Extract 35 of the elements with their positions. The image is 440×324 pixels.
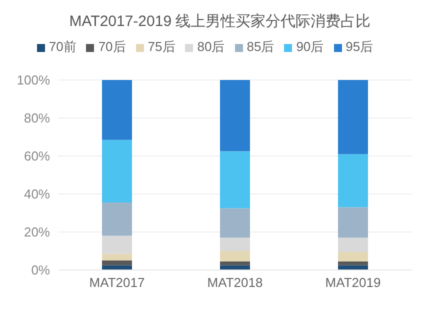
legend-label: 70前: [48, 39, 76, 54]
legend-label: 90后: [296, 39, 324, 54]
bar: [338, 154, 368, 208]
bar: [102, 260, 132, 266]
bar: [102, 80, 132, 140]
bar: [102, 236, 132, 254]
y-tick-label: 40%: [24, 186, 50, 202]
x-tick-label: MAT2019: [325, 275, 381, 290]
legend-label: 95后: [346, 39, 374, 54]
legend-label: 80后: [197, 39, 225, 54]
bar: [338, 261, 368, 266]
bar: [338, 252, 368, 262]
chart-title: MAT2017-2019 线上男性买家分代际消费占比: [68, 12, 372, 32]
legend-label: 70后: [98, 39, 126, 54]
bar: [102, 202, 132, 236]
bar: [220, 151, 250, 208]
bar: [220, 261, 250, 266]
bar: [338, 238, 368, 252]
y-tick-label: 80%: [24, 110, 50, 126]
bar: [220, 80, 250, 152]
x-tick-label: MAT2017: [89, 275, 145, 290]
bar: [102, 140, 132, 203]
bar: [220, 208, 250, 238]
bar: [102, 254, 132, 260]
legend-label: 85后: [246, 39, 274, 54]
bar: [338, 80, 368, 154]
bar: [220, 251, 250, 262]
legend-label: 75后: [148, 39, 176, 54]
y-tick-label: 60%: [24, 148, 50, 164]
bar: [338, 207, 368, 238]
bar: [220, 238, 250, 251]
y-tick-label: 0%: [31, 262, 50, 278]
y-tick-label: 20%: [24, 224, 50, 240]
x-tick-label: MAT2018: [207, 275, 263, 290]
y-tick-label: 100%: [16, 72, 50, 88]
